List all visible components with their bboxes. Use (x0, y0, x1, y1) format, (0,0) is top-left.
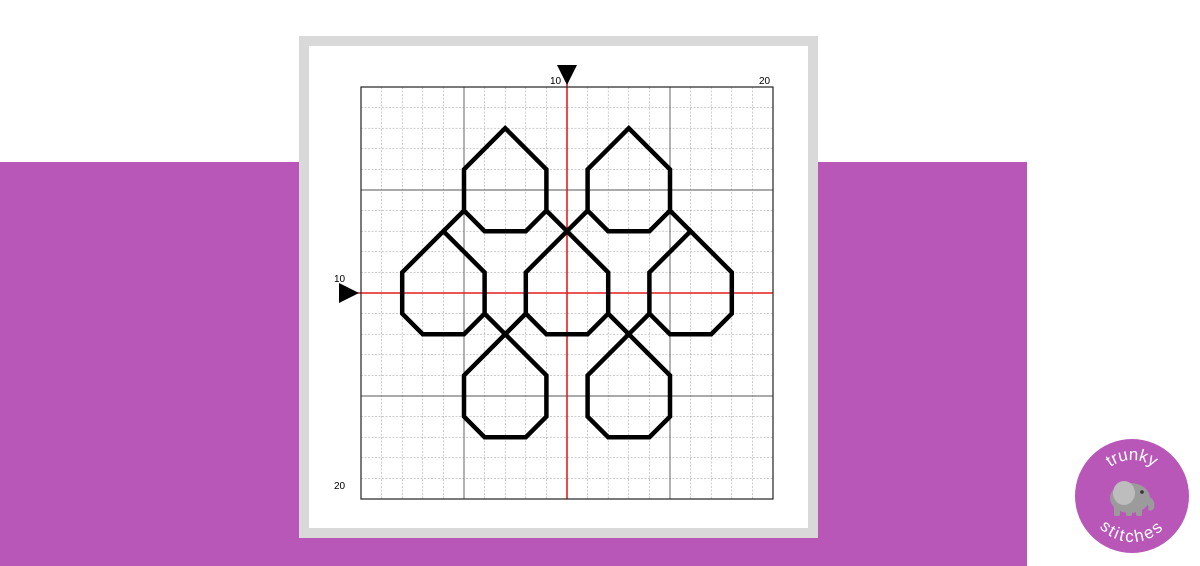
pattern-card: 10 20 10 20 (299, 36, 818, 538)
stitch-connector (483, 312, 507, 336)
petal-mid-center (523, 228, 611, 337)
petal-mid-left (399, 228, 487, 337)
grid-fine-lines (361, 87, 773, 499)
left-label-10: 10 (334, 274, 346, 285)
trunky-stitches-logo: trunky stitches (1075, 439, 1189, 553)
stitch-connector (627, 312, 651, 336)
left-label-20: 20 (334, 481, 346, 492)
center-arrow-top-icon (557, 65, 577, 85)
stitch-connector (441, 209, 466, 233)
stitch-outline (399, 125, 735, 440)
petal-bottom-left (461, 331, 549, 440)
grid-border (360, 86, 774, 500)
stitch-connector (606, 312, 631, 336)
cross-stitch-chart: 10 20 10 20 (334, 65, 774, 500)
stitch-connector (565, 209, 590, 233)
elephant-icon (1110, 481, 1155, 516)
stitch-connector (503, 312, 528, 336)
petal-top-left (461, 125, 549, 234)
petal-top-right (585, 125, 673, 234)
stitch-connector (668, 209, 693, 233)
petal-bottom-right (585, 331, 673, 440)
top-label-20: 20 (759, 76, 771, 87)
top-label-10: 10 (550, 76, 562, 87)
stitch-connector (544, 209, 569, 233)
petal-mid-right (647, 228, 735, 337)
center-lines (351, 77, 773, 499)
center-arrow-left-icon (339, 283, 359, 303)
